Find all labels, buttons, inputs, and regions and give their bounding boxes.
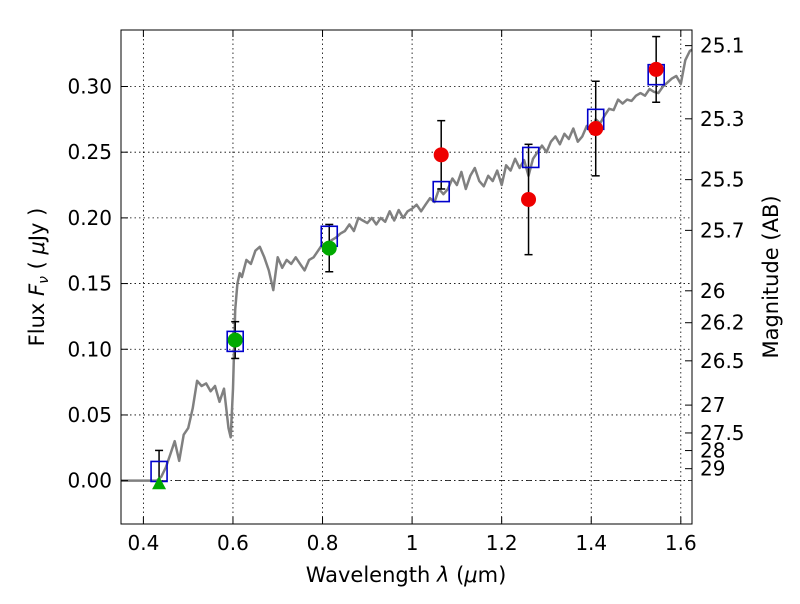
observed-markers xyxy=(152,61,664,490)
magnitude-tick-label: 29 xyxy=(700,457,725,481)
model-photometry-point xyxy=(521,146,540,169)
magnitude-tick-label: 25.1 xyxy=(700,34,745,58)
y-axis-label: Flux Fν ( μJy ) xyxy=(25,208,52,347)
model-spectrum-line xyxy=(121,48,693,482)
x-tick-label: 1 xyxy=(406,531,419,555)
magnitude-tick-label: 25.7 xyxy=(700,218,745,242)
y-tick-label: 0.00 xyxy=(67,469,112,493)
observed-point xyxy=(648,61,664,77)
y-tick-label: 0.30 xyxy=(67,74,112,98)
x-tick-label: 1.4 xyxy=(575,531,607,555)
magnitude-tick-label: 25.3 xyxy=(700,107,745,131)
x-axis-label: Wavelength λ (μm) xyxy=(306,563,507,587)
x-axis-ticks: 0.4 0.6 0.8 1 1.2 1.4 1.6 xyxy=(127,30,697,555)
observed-point xyxy=(227,332,243,348)
model-photometry-point xyxy=(226,330,244,353)
y-axis-ticks: 0.00 0.05 0.10 0.15 0.20 0.25 0.30 xyxy=(67,74,128,493)
plot-frame xyxy=(120,29,693,525)
model-photometry-point xyxy=(432,180,451,203)
observed-point xyxy=(321,240,337,256)
y-tick-label: 0.10 xyxy=(67,337,112,361)
x-tick-label: 0.8 xyxy=(307,531,339,555)
model-spectrum xyxy=(121,48,693,482)
magnitude-tick-label: 26.2 xyxy=(700,311,745,335)
x-tick-label: 0.4 xyxy=(127,531,159,555)
magnitude-tick-label: 26.5 xyxy=(700,349,745,373)
observed-point xyxy=(588,121,604,137)
y-tick-label: 0.25 xyxy=(67,140,112,164)
x-tick-label: 0.6 xyxy=(217,531,249,555)
upper-limit-point xyxy=(152,476,167,490)
x-tick-label: 1.6 xyxy=(665,531,697,555)
magnitude-tick-label: 27.5 xyxy=(700,421,745,445)
magnitude-axis-label: Magnitude (AB) xyxy=(759,195,783,358)
x-tick-label: 1.2 xyxy=(486,531,518,555)
magnitude-tick-label: 27 xyxy=(700,393,725,417)
y-tick-label: 0.20 xyxy=(67,206,112,230)
magnitude-tick-label: 25.5 xyxy=(700,168,745,192)
y-tick-label: 0.05 xyxy=(67,403,112,427)
observed-point xyxy=(521,191,537,207)
magnitude-tick-label: 28 xyxy=(700,439,725,463)
magnitude-tick-label: 26 xyxy=(700,279,725,303)
observed-point xyxy=(433,147,449,163)
y-tick-label: 0.15 xyxy=(67,272,112,296)
plot-background xyxy=(121,30,692,524)
